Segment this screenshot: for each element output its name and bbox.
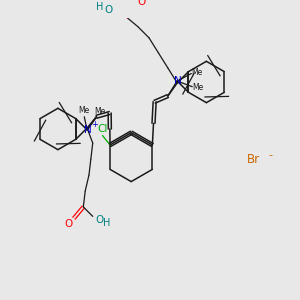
Text: N: N [174, 76, 182, 86]
Text: H: H [95, 2, 103, 12]
Text: Cl: Cl [97, 124, 108, 134]
Text: Me: Me [79, 106, 90, 115]
Text: O: O [95, 215, 103, 225]
Text: H: H [103, 218, 110, 228]
Text: O: O [104, 4, 113, 15]
Text: +: + [91, 120, 98, 129]
Text: Me: Me [192, 83, 203, 92]
Text: O: O [64, 219, 72, 229]
Text: Br: Br [247, 152, 260, 166]
Text: Me: Me [191, 68, 203, 77]
Text: -: - [268, 150, 272, 160]
Text: Me: Me [94, 106, 106, 116]
Text: N: N [84, 125, 92, 135]
Text: O: O [137, 0, 146, 7]
